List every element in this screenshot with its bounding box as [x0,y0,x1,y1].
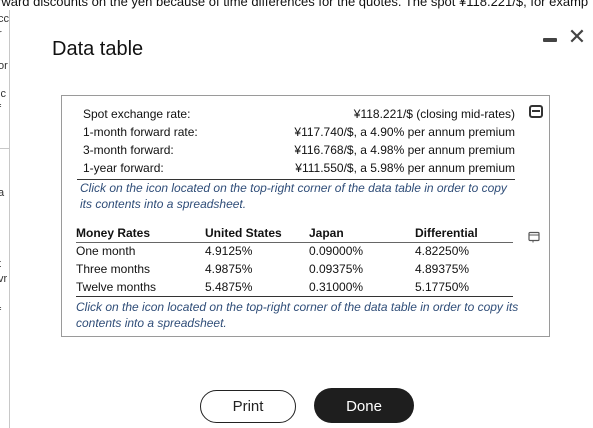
column-header: United States [205,224,309,243]
rate-value: ¥118.221/$ (closing mid-rates) [353,107,515,121]
rates-divider [77,179,515,180]
background-page-text: rward discounts on the yen because of ti… [0,0,589,9]
rate-label: 3-month forward: [83,143,174,157]
table-cell: 4.9125% [205,244,253,259]
rate-row: Spot exchange rate: ¥118.221/$ (closing … [83,105,515,123]
table-cell: 0.31000% [309,278,415,297]
dialog-title: Data table [52,38,144,60]
table-row: One month 4.9125% 0.09000% 4.82250% [76,242,513,260]
table-cell: 5.17750% [415,278,513,297]
background-divider [0,148,9,149]
background-fragment: r [0,28,2,40]
background-fragment: ic [0,88,6,100]
table-cell: 0.09000% [309,244,364,259]
rate-label: Spot exchange rate: [83,107,191,121]
table-cell: 0.09375% [309,262,364,276]
rate-row: 3-month forward: ¥116.768/$, a 4.98% per… [83,141,515,159]
money-rates-table: Money Rates United States Japan Differen… [76,224,513,297]
rate-label: 1-year forward: [83,161,164,175]
table-header-row: Money Rates United States Japan Differen… [76,224,513,243]
minimize-button[interactable] [539,26,561,48]
exchange-rates-block: Spot exchange rate: ¥118.221/$ (closing … [83,105,515,177]
data-table-box: Spot exchange rate: ¥118.221/$ (closing … [61,95,550,337]
background-page-margin: cc r or ic f a t vr f [0,10,10,428]
background-fragment: t [0,258,1,270]
data-table-dialog: Data table ✕ Spot exchange rate: ¥118.22… [11,10,593,428]
table-row: Twelve months 5.4875% 0.31000% 5.17750% [76,278,513,297]
background-fragment: or [0,60,8,72]
rate-row: 1-month forward rate: ¥117.740/$, a 4.90… [83,123,515,141]
background-fragment: f [0,103,1,115]
column-header: Japan [309,224,415,243]
table-cell: 5.4875% [205,278,309,297]
background-fragment: cc [0,13,9,25]
done-button[interactable]: Done [314,388,414,423]
background-fragment: f [0,306,1,318]
table-cell: 4.9875% [205,262,253,276]
minimize-icon [543,38,557,42]
table-cell: Three months [76,262,151,276]
table-cell: One month [76,244,136,259]
background-fragment: vr [0,273,8,285]
table-cell: Twelve months [76,278,205,297]
table-row: Three months 4.9875% 0.09375% 4.89375% [76,260,513,278]
rate-row: 1-year forward: ¥111.550/$, a 5.98% per … [83,159,515,177]
rate-value: ¥111.550/$, a 5.98% per annum premium [295,161,515,175]
close-button[interactable]: ✕ [567,24,587,49]
background-fragment: a [0,187,4,199]
column-header: Differential [415,224,513,243]
copy-instruction-note: Click on the icon located on the top-rig… [76,300,519,330]
rate-value: ¥116.768/$, a 4.98% per annum premium [294,143,515,157]
copy-instruction-note: Click on the icon located on the top-rig… [80,181,507,211]
copy-to-spreadsheet-icon[interactable] [529,105,543,118]
column-header: Money Rates [76,224,205,243]
copy-to-spreadsheet-icon[interactable] [528,231,540,243]
rate-value: ¥117.740/$, a 4.90% per annum premium [294,125,515,139]
rate-label: 1-month forward rate: [83,125,198,139]
table-cell: 4.82250% [415,244,470,259]
table-cell: 4.89375% [415,262,470,276]
print-button[interactable]: Print [200,390,296,423]
